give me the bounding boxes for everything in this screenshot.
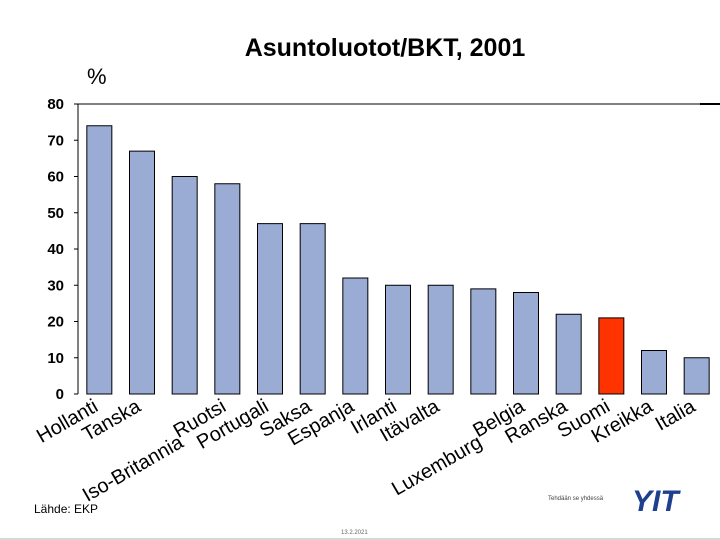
bar <box>257 223 283 395</box>
y-axis-unit: % <box>87 64 107 89</box>
bar <box>299 223 326 395</box>
yit-logo: YIT <box>632 485 681 515</box>
bar <box>641 350 667 395</box>
x-category-label: Italia <box>652 395 700 436</box>
x-category-label: Luxemburg <box>388 431 486 500</box>
y-tick-label: 0 <box>56 386 64 403</box>
yit-logo-text: YIT <box>632 485 681 515</box>
y-tick-label: 40 <box>47 241 64 258</box>
bar <box>598 317 625 395</box>
bar <box>171 176 198 395</box>
bar <box>342 277 369 395</box>
y-tick-label: 80 <box>47 96 64 113</box>
chart-title: Asuntoluotot/BKT, 2001 <box>244 34 526 62</box>
y-tick-label: 10 <box>47 350 64 367</box>
footer-bar <box>0 538 720 540</box>
slide-date: 13.2.2021 <box>341 530 368 536</box>
source-note: Lähde: EKP <box>34 502 99 516</box>
bar <box>513 292 539 395</box>
tagline: Tehdään se yhdessä <box>548 496 604 502</box>
y-tick-label: 50 <box>47 205 64 222</box>
bar <box>470 288 497 395</box>
bar <box>427 284 454 395</box>
bar <box>683 357 710 395</box>
bar <box>86 125 113 395</box>
y-tick-label: 60 <box>47 169 64 186</box>
y-tick-label: 30 <box>47 277 64 294</box>
bar <box>555 313 582 395</box>
y-tick-label: 20 <box>47 314 64 331</box>
bar <box>214 183 241 395</box>
y-tick-label: 70 <box>47 132 64 149</box>
bar <box>129 150 155 395</box>
bar <box>385 284 411 395</box>
